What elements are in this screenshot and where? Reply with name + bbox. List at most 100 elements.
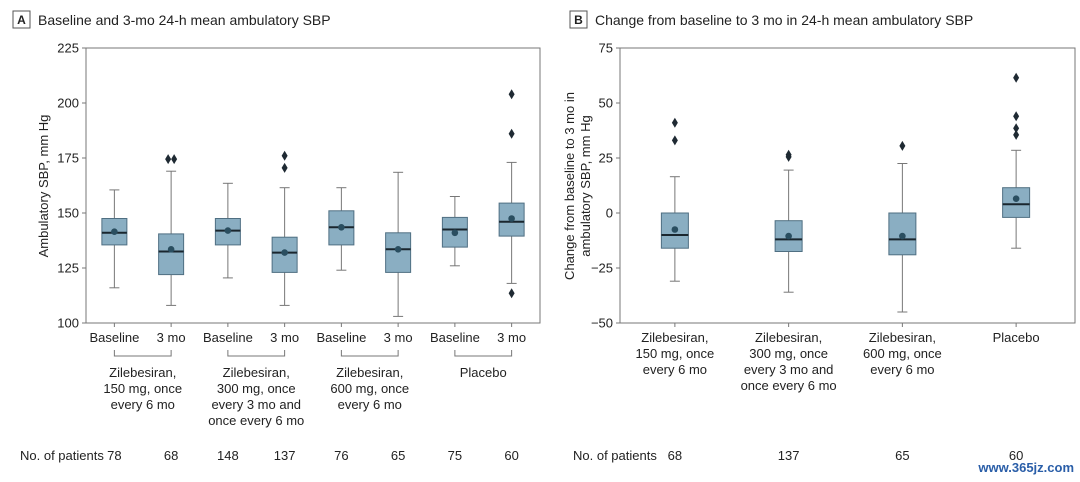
panel-a-box-4-mean-dot (338, 224, 345, 231)
panel-a-box-6-mean-dot (451, 229, 459, 237)
panel-b-category-label: Placebo (993, 330, 1040, 345)
panel-a-patient-count: 76 (334, 448, 348, 463)
panel-b-y-tick-label: 0 (606, 206, 613, 221)
panel-b-box-1-mean-dot (785, 232, 792, 240)
panel-a-category-label: Baseline (316, 330, 366, 345)
panel-b-box-2-mean-dot (899, 232, 906, 240)
panel-a-patient-count: 148 (217, 448, 239, 463)
panel-b-box-3-outlier-2 (1013, 111, 1020, 122)
panel-a-box-5-iqr-box (385, 232, 412, 273)
panel-a-y-tick-label: 225 (57, 41, 79, 56)
panel-a-group-label: Zilebesiran, (336, 365, 403, 380)
panel-a-plot-frame (85, 47, 541, 324)
panel-a-patient-count: 75 (448, 448, 462, 463)
panel-b-plot-frame (619, 47, 1076, 324)
panel-b-y-tick-label: 75 (599, 41, 613, 56)
panel-a-box-0-mean-dot (111, 228, 118, 235)
panel-b-y-tick-label: −50 (591, 316, 613, 331)
panel-b-header: B Change from baseline to 3 mo in 24-h m… (569, 10, 973, 29)
panel-b-category-label: 300 mg, once (749, 346, 828, 361)
panel-b-y-tick-label: 25 (599, 151, 613, 166)
panel-a-y-tick-label: 150 (57, 206, 79, 221)
panel-a-box-7-outlier-2 (508, 288, 515, 299)
panel-b-patients-label: No. of patients (573, 448, 657, 463)
panel-a-letter: A (17, 13, 26, 27)
panel-b-patient-count: 60 (1009, 448, 1023, 463)
panel-a-group-bracket (454, 350, 513, 357)
panel-a-patients-label: No. of patients (20, 448, 104, 463)
panel-b-box-1-outlier-1 (785, 149, 792, 160)
panel-a-group-label: 600 mg, once (330, 381, 409, 396)
panel-b-y-tick-label: −25 (591, 261, 613, 276)
panel-a-group-label: Zilebesiran, (223, 365, 290, 380)
panel-a-box-0-iqr-box (101, 218, 128, 246)
panel-a-box-7-outlier-1 (508, 89, 515, 100)
panel-b-patient-count: 65 (895, 448, 909, 463)
panel-b-title: Change from baseline to 3 mo in 24-h mea… (595, 12, 973, 28)
panel-b-box-0-outlier-0 (671, 135, 678, 146)
panel-a-group-label: Placebo (460, 365, 507, 380)
panel-a-letter-box (12, 10, 31, 29)
panel-b-category-label: Zilebesiran, (755, 330, 822, 345)
panel-a-box-5-mean-dot (394, 246, 402, 253)
panel-b-letter: B (574, 13, 583, 27)
panel-b-category-label: Zilebesiran, (641, 330, 708, 345)
panel-b-category-label: every 6 mo (643, 362, 707, 377)
panel-a-box-7-outlier-0 (508, 128, 515, 139)
watermark: www.365jz.com (977, 460, 1074, 475)
panel-a-patient-count: 60 (504, 448, 518, 463)
panel-a-category-label: 3 mo (157, 330, 186, 345)
panel-a-y-axis-label: Ambulatory SBP, mm Hg (36, 115, 51, 258)
panel-b-box-0-outlier-1 (671, 117, 678, 128)
panel-a-box-3-outlier-0 (281, 162, 288, 173)
panel-a-y-tick-label: 125 (57, 261, 79, 276)
panel-a-box-3-mean-dot (281, 249, 288, 256)
panel-a-group-bracket (227, 350, 286, 357)
panel-b-category-label: Zilebesiran, (869, 330, 936, 345)
panel-b-y-axis-label-line-1: Change from baseline to 3 mo in (562, 92, 577, 280)
panel-a-group-label: every 6 mo (338, 397, 402, 412)
panel-b-category-label: 600 mg, once (863, 346, 942, 361)
panel-b-box-3-outlier-0 (1013, 129, 1020, 140)
panel-b-patient-count: 68 (668, 448, 682, 463)
panel-a-category-label: Baseline (203, 330, 253, 345)
panel-a-plot: 100 125 150 175 200 225 Baseline 78 3 mo 68 Baseli… (57, 41, 541, 463)
panel-b-category-label: 150 mg, once (635, 346, 714, 361)
panel-b-box-3-mean-dot (1012, 195, 1020, 202)
panel-b-category-label: once every 6 mo (741, 378, 837, 393)
panel-a-patient-count: 65 (391, 448, 405, 463)
panel-a-title: Baseline and 3-mo 24-h mean ambulatory S… (38, 12, 331, 28)
panel-b-box-3-iqr-box (1002, 187, 1031, 218)
panel-a-group-bracket (113, 350, 172, 357)
panel-a-y-tick-label: 100 (57, 316, 79, 331)
panel-b-box-3-outlier-3 (1013, 72, 1020, 83)
panel-a-box-1-mean-dot (167, 246, 175, 253)
panel-a-category-label: 3 mo (270, 330, 299, 345)
panel-a-patient-count: 78 (107, 448, 121, 463)
panel-a-patient-count: 68 (164, 448, 178, 463)
panel-b-box-0-mean-dot (671, 226, 679, 233)
panel-b-category-label: every 3 mo and (744, 362, 834, 377)
panel-b-box-2-outlier-0 (899, 140, 906, 151)
panel-a-header: A Baseline and 3-mo 24-h mean ambulatory… (12, 10, 331, 29)
panel-b-y-tick-label: 50 (599, 96, 613, 111)
panel-a-group-label: 150 mg, once (103, 381, 182, 396)
panel-a-box-7-mean-dot (508, 215, 515, 222)
panel-a-box-1-iqr-box (158, 233, 185, 276)
panel-a-box-3-outlier-1 (281, 150, 288, 161)
panel-b-letter-box (569, 10, 588, 29)
panel-a-category-label: 3 mo (384, 330, 413, 345)
panel-a-category-label: Baseline (89, 330, 139, 345)
panel-a-group-label: once every 6 mo (208, 413, 304, 428)
panel-a-category-label: 3 mo (497, 330, 526, 345)
panel-a-y-tick-label: 200 (57, 96, 79, 111)
panel-b-y-axis-label-line-2: ambulatory SBP, mm Hg (578, 115, 593, 256)
panel-a-box-2-mean-dot (224, 227, 232, 234)
panel-a-group-bracket (340, 350, 399, 357)
panel-a-box-1-outlier-0 (165, 154, 172, 165)
panel-a-box-1-outlier-1 (171, 154, 178, 165)
panel-a-y-tick-label: 175 (57, 151, 79, 166)
panel-b-patient-count: 137 (778, 448, 800, 463)
